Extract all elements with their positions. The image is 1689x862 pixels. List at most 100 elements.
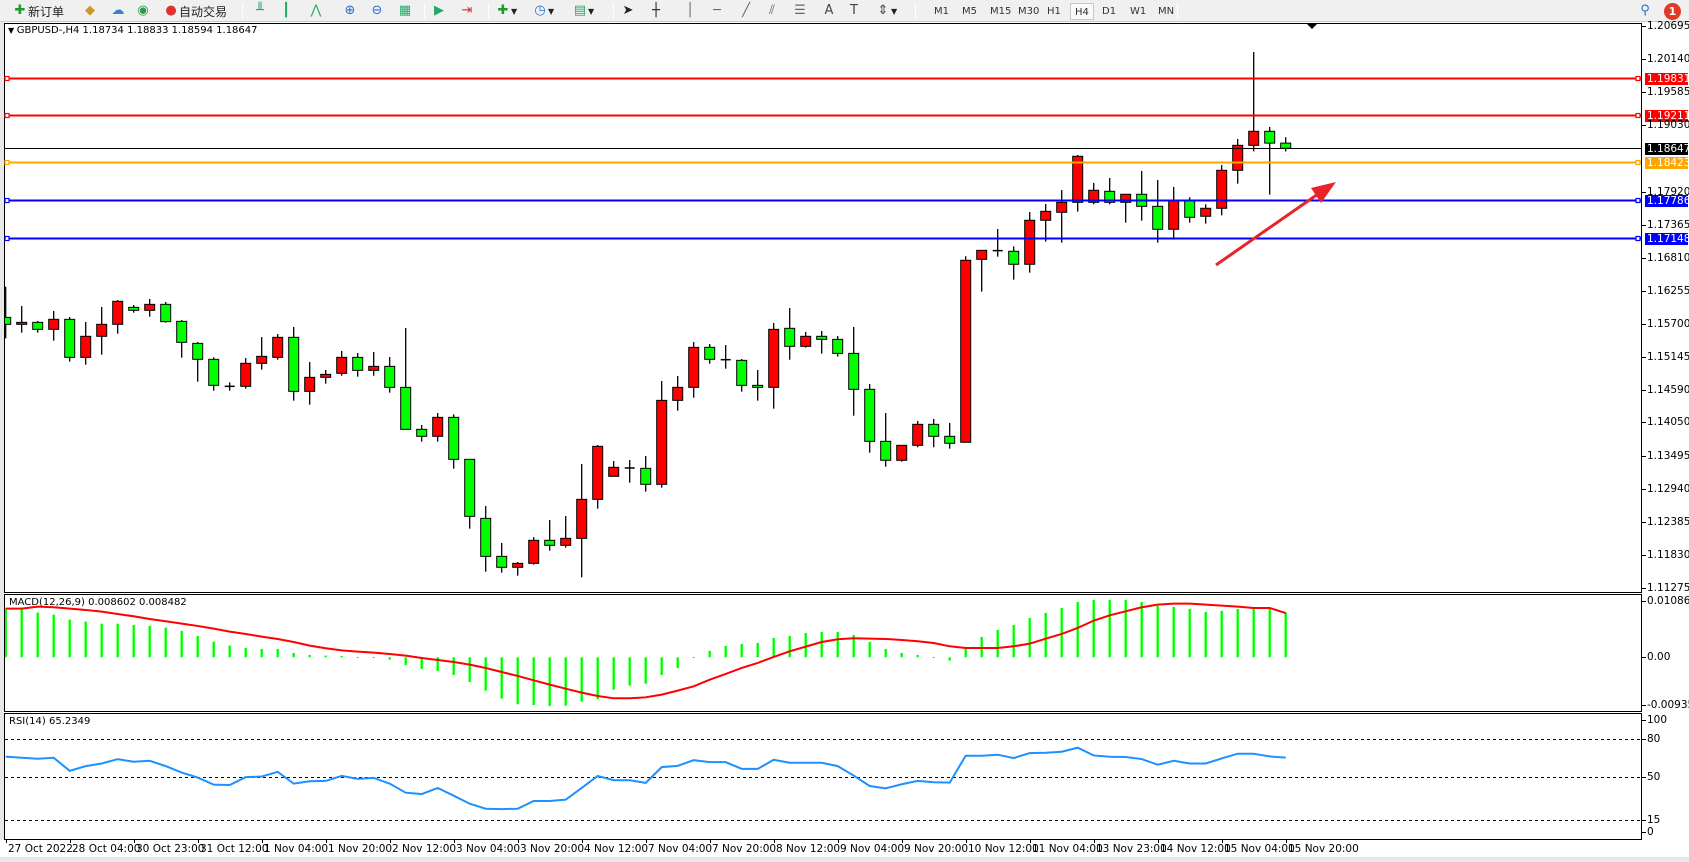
timeframe-m5[interactable]: M5 — [962, 6, 977, 17]
candle — [944, 422, 956, 449]
candle — [160, 302, 172, 323]
candle — [416, 424, 428, 442]
macd-histogram-bar — [324, 655, 327, 658]
level-price-label: 1.17148 — [1645, 232, 1689, 245]
timeframe-w1[interactable]: W1 — [1130, 6, 1147, 17]
timeframe-d1[interactable]: D1 — [1102, 6, 1117, 17]
auto-trading-label: 自动交易 — [179, 4, 228, 19]
level-handle-right[interactable] — [1635, 75, 1641, 82]
search-button[interactable]: ⚲ — [1637, 2, 1653, 20]
collapse-triangle-icon[interactable]: ▼ — [8, 26, 17, 35]
level-handle-right[interactable] — [1635, 235, 1641, 242]
red-arrow-annotation[interactable] — [1215, 182, 1336, 267]
auto-trading-button[interactable]: ● 自动交易 — [163, 2, 227, 20]
macd-histogram-bar — [564, 657, 567, 706]
equidistant-channel-button[interactable]: ⫽ — [764, 2, 780, 20]
expert-button[interactable]: ◆ — [82, 2, 98, 20]
zoom-in-button[interactable]: ⊕ — [342, 2, 358, 20]
crosshair-icon: ┼ — [652, 3, 660, 18]
time-axis-tick — [134, 839, 135, 843]
new-order-label: 新订单 — [28, 4, 65, 19]
crosshair-button[interactable]: ┼ — [648, 2, 664, 20]
toolbar-separator — [613, 3, 614, 19]
candle — [480, 506, 492, 572]
candle-body — [656, 399, 668, 485]
macd-axis-tick — [1642, 657, 1646, 658]
fibonacci-button[interactable]: ☰ — [792, 2, 808, 20]
toolbar: ✚ 新订单 ◆ ☁ ◉ ● 自动交易 ╨ ┃ ⋀ ⊕ ⊖ ▦ ▶ ⇥ ✚ ▼ ◷ ▼… — [0, 0, 1689, 22]
fibonacci-icon: ☰ — [794, 3, 806, 18]
candle — [1200, 204, 1212, 224]
text-label-button[interactable]: T — [846, 2, 862, 20]
candle-body — [320, 373, 332, 378]
text-button[interactable]: A — [821, 2, 837, 20]
level-handle-right[interactable] — [1635, 112, 1641, 119]
timeframe-mn[interactable]: MN — [1158, 6, 1175, 17]
arrows-button[interactable]: ⇕ ▼ — [875, 2, 898, 20]
zoom-out-button[interactable]: ⊖ — [369, 2, 385, 20]
main-chart-panel[interactable] — [4, 23, 1642, 593]
time-axis-label: 4 Nov 12:00 — [584, 843, 649, 855]
candle-body — [544, 539, 556, 546]
auto-scroll-button[interactable]: ▶ — [431, 2, 447, 20]
chart-shift-marker[interactable] — [1307, 24, 1317, 29]
candle-body — [800, 335, 812, 347]
macd-histogram-bar — [724, 645, 727, 658]
cloud-button[interactable]: ☁ — [110, 2, 126, 20]
signal-button[interactable]: ◉ — [135, 2, 151, 20]
candle — [208, 357, 220, 391]
candle-body — [208, 358, 220, 386]
time-axis-tick — [454, 839, 455, 843]
level-handle-left[interactable] — [4, 197, 10, 204]
new-order-button[interactable]: ✚ 新订单 — [12, 2, 64, 20]
cursor-button[interactable]: ➤ — [620, 2, 636, 20]
level-handle-right[interactable] — [1635, 197, 1641, 204]
candle — [496, 542, 508, 573]
macd-histogram-bar — [1268, 608, 1271, 658]
level-handle-left[interactable] — [4, 112, 10, 119]
timeframe-m30[interactable]: M30 — [1018, 6, 1040, 17]
vertical-line-button[interactable]: │ — [682, 2, 698, 20]
horizontal-line-icon: ─ — [713, 3, 721, 18]
timeframe-m1[interactable]: M1 — [934, 6, 949, 17]
timeframe-h4[interactable]: H4 — [1070, 3, 1094, 20]
macd-histogram-bar — [1220, 610, 1223, 658]
level-handle-right[interactable] — [1635, 159, 1641, 166]
horizontal-levels[interactable] — [4, 75, 1641, 242]
candle-body — [80, 335, 92, 358]
timeframe-m15[interactable]: M15 — [990, 6, 1012, 17]
candle-body — [384, 365, 396, 388]
line-chart-button[interactable]: ⋀ — [308, 2, 324, 20]
trendline-button[interactable]: ╱ — [738, 2, 754, 20]
rsi-axis-tick — [1642, 777, 1646, 778]
candlestick-chart-button[interactable]: ┃ — [278, 2, 294, 20]
chart-shift-button[interactable]: ⇥ — [459, 2, 475, 20]
rsi-panel[interactable] — [4, 713, 1642, 840]
notifications-button[interactable]: 1 — [1664, 2, 1681, 20]
level-handle-left[interactable] — [4, 75, 10, 82]
time-axis-label: 7 Nov 20:00 — [712, 843, 777, 855]
periods-button[interactable]: ◷ ▼ — [532, 2, 554, 20]
level-handle-left[interactable] — [4, 235, 10, 242]
indicators-button[interactable]: ✚ ▼ — [495, 2, 518, 20]
timeframe-h1[interactable]: H1 — [1047, 6, 1061, 17]
candle-body — [1056, 201, 1068, 213]
horizontal-line-button[interactable]: ─ — [709, 2, 725, 20]
macd-histogram-bar — [1172, 606, 1175, 658]
macd-histogram-bar — [212, 641, 215, 658]
level-handle-left[interactable] — [4, 159, 10, 166]
candle — [512, 562, 524, 576]
macd-histogram-bar — [900, 652, 903, 658]
time-axis-tick — [1030, 839, 1031, 843]
candlestick-chart-icon: ┃ — [282, 3, 290, 18]
candle-body — [1168, 199, 1180, 230]
templates-button[interactable]: ▤ ▼ — [573, 3, 595, 18]
candle-body — [240, 362, 252, 387]
time-axis-label: 11 Nov 04:00 — [1032, 843, 1103, 855]
candle — [848, 327, 860, 416]
candle-body — [1280, 142, 1292, 149]
time-axis-tick — [390, 839, 391, 843]
bar-chart-button[interactable]: ╨ — [252, 2, 268, 20]
time-axis-tick — [1094, 839, 1095, 843]
tile-windows-button[interactable]: ▦ — [397, 2, 413, 20]
